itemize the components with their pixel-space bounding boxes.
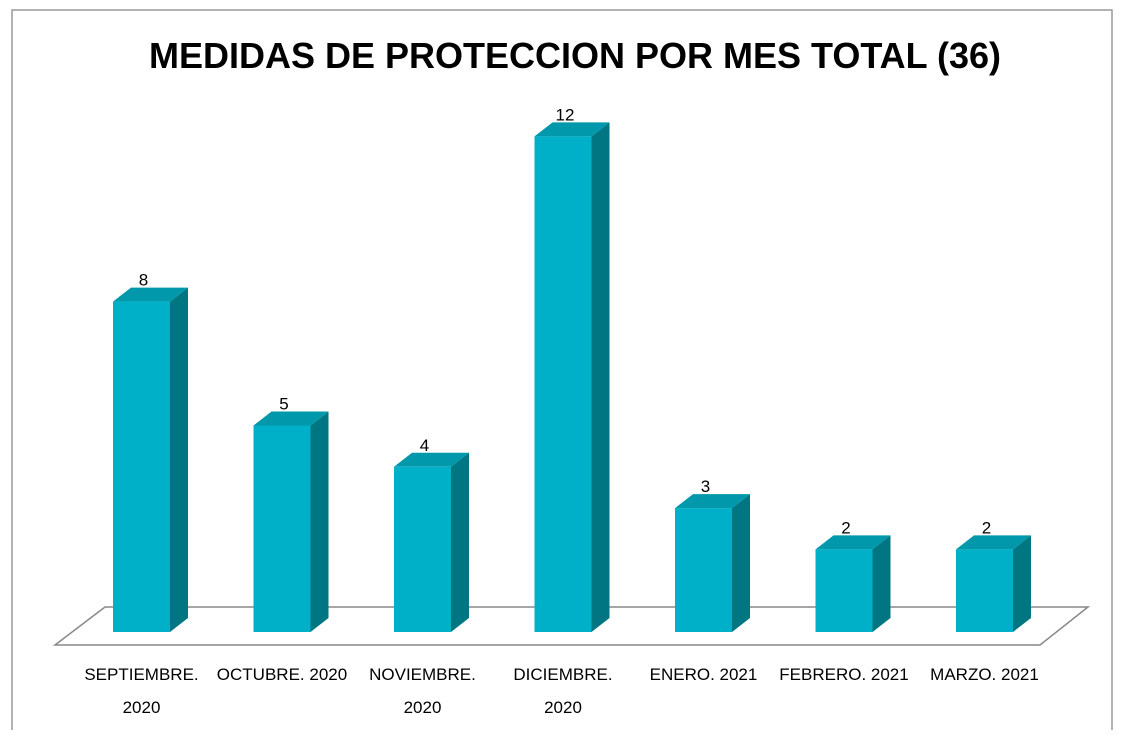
bar-top	[956, 535, 1031, 550]
x-tick-label: FEBRERO. 2021	[779, 665, 909, 684]
bar-top	[253, 411, 329, 426]
data-label: 3	[701, 477, 710, 496]
data-label: 8	[139, 271, 148, 290]
bar	[675, 508, 732, 632]
bar-side	[732, 494, 750, 632]
bar-side	[310, 411, 329, 632]
bar	[534, 136, 592, 632]
data-label: 2	[982, 518, 991, 537]
bar	[113, 301, 170, 632]
bar-side	[872, 535, 891, 632]
bar-top	[394, 452, 469, 467]
chart-title: MEDIDAS DE PROTECCION POR MES TOTAL (36)	[149, 35, 1001, 76]
bar-top	[534, 122, 610, 137]
bar	[815, 549, 873, 632]
x-tick-label: ENERO. 2021	[649, 665, 758, 684]
bar-side	[591, 122, 610, 633]
bar	[394, 466, 451, 632]
frame-border	[11, 9, 1113, 730]
data-label: 2	[841, 518, 850, 537]
x-tick-label: SEPTIEMBRE. 2020	[84, 665, 199, 717]
x-tick-label: DICIEMBRE. 2020	[513, 665, 613, 717]
data-label: 4	[420, 436, 429, 455]
bar-side	[451, 452, 469, 632]
bar-top	[675, 494, 750, 509]
x-tick-label: OCTUBRE. 2020	[216, 665, 348, 684]
bar-side	[170, 287, 188, 632]
data-label: 12	[556, 105, 575, 124]
data-label: 5	[279, 395, 288, 414]
bar-top	[113, 287, 188, 302]
bar-side	[1013, 535, 1031, 632]
bar	[956, 549, 1013, 632]
bar	[253, 425, 311, 632]
bar-top	[815, 535, 891, 550]
x-tick-label: NOVIEMBRE. 2020	[369, 665, 476, 717]
x-tick-label: MARZO. 2021	[930, 665, 1039, 684]
